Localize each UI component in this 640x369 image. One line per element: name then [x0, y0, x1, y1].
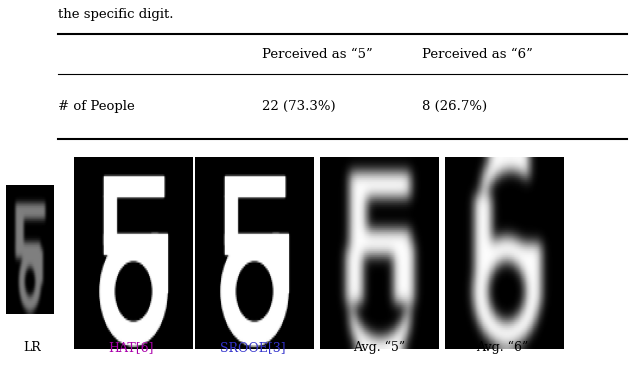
Text: LR: LR [23, 341, 41, 354]
Text: Avg. “5”: Avg. “5” [353, 341, 405, 354]
Text: Avg. “6”: Avg. “6” [476, 341, 529, 354]
Text: HAT[6]: HAT[6] [108, 341, 154, 354]
Text: 8 (26.7%): 8 (26.7%) [422, 100, 488, 113]
Text: Perceived as “6”: Perceived as “6” [422, 48, 533, 61]
Text: the specific digit.: the specific digit. [58, 8, 173, 21]
Text: SROOE[3]: SROOE[3] [220, 341, 285, 354]
Text: # of People: # of People [58, 100, 134, 113]
Text: 22 (73.3%): 22 (73.3%) [262, 100, 336, 113]
Text: Perceived as “5”: Perceived as “5” [262, 48, 373, 61]
